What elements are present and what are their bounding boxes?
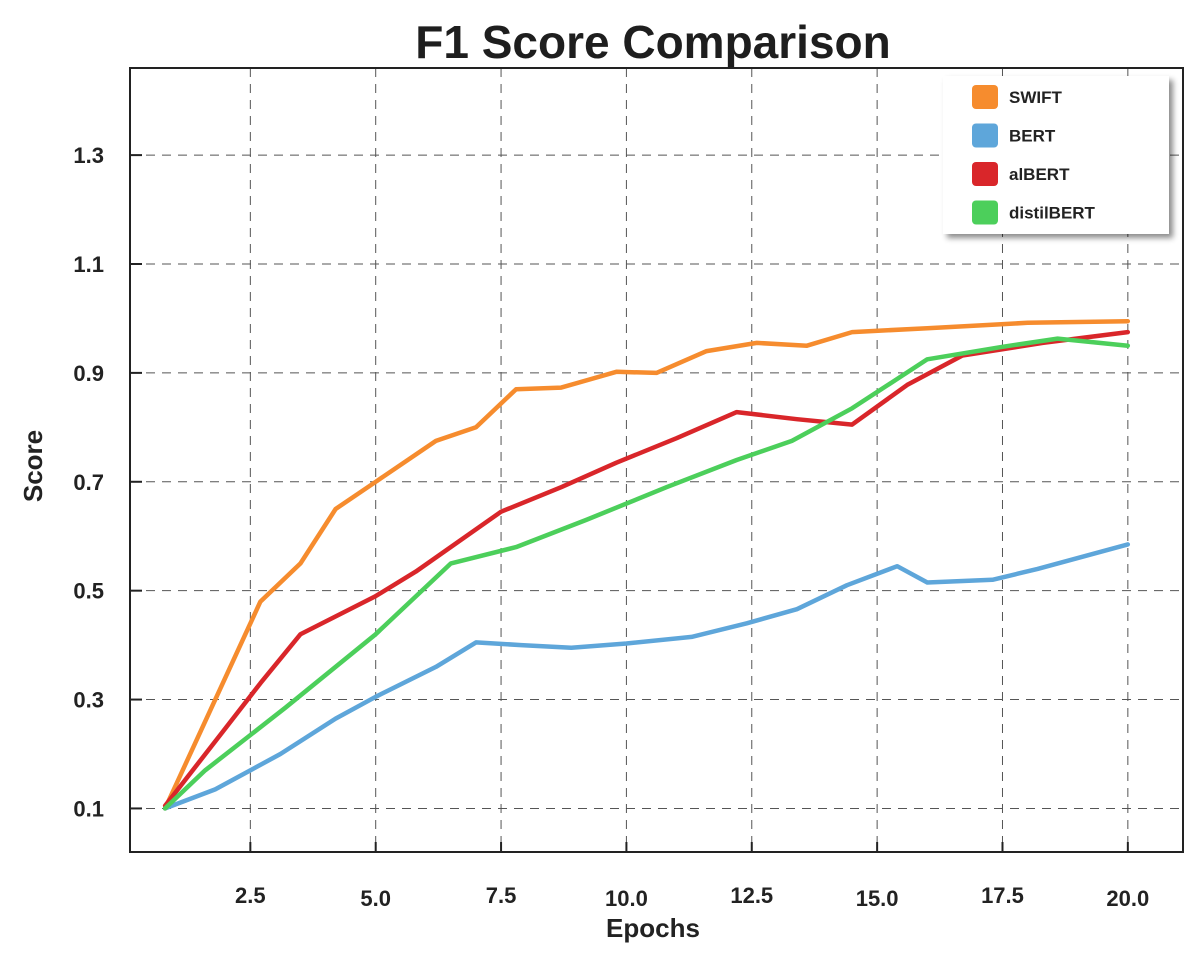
series-line-distilbert <box>162 336 1131 811</box>
legend-swatch-albert <box>972 162 998 186</box>
x-tick-label: 7.5 <box>486 883 517 908</box>
legend-swatch-swift <box>972 85 998 109</box>
y-tick-label: 0.5 <box>73 579 104 604</box>
legend-label-distilbert: distilBERT <box>1009 204 1096 223</box>
legend-swatch-distilbert <box>972 200 998 225</box>
x-tick-label: 20.0 <box>1106 886 1149 911</box>
chart-title: F1 Score Comparison <box>415 16 890 68</box>
x-tick-label: 10.0 <box>605 886 648 911</box>
legend-swatch-bert <box>972 123 998 148</box>
x-tick-label: 17.5 <box>981 883 1024 908</box>
series-line-albert <box>162 329 1131 808</box>
y-tick-label: 1.1 <box>73 252 104 277</box>
x-tick-label: 5.0 <box>360 886 391 911</box>
legend-label-albert: alBERT <box>1009 165 1070 184</box>
x-tick-label: 12.5 <box>730 883 773 908</box>
x-tick-label: 2.5 <box>235 883 266 908</box>
y-tick-label: 0.9 <box>73 361 104 386</box>
y-tick-label: 1.3 <box>73 143 104 168</box>
legend: SWIFT BERT alBERT distilBERT <box>943 76 1169 234</box>
legend-label-bert: BERT <box>1009 127 1056 146</box>
series-lines <box>162 318 1131 811</box>
axis-ticks: 2.5 5.0 7.5 10.0 12.5 15.0 17.5 20.0 0.1 0.3 0.5 0.… <box>73 143 1149 911</box>
y-tick-label: 0.3 <box>73 688 104 713</box>
series-line-bert <box>162 542 1131 811</box>
x-tick-label: 15.0 <box>856 886 899 911</box>
legend-label-swift: SWIFT <box>1009 88 1062 107</box>
series-line-swift <box>162 318 1131 811</box>
y-tick-label: 0.1 <box>73 796 104 821</box>
y-axis-label: Score <box>18 430 48 502</box>
y-tick-label: 0.7 <box>73 470 104 495</box>
x-axis-label: Epochs <box>606 913 700 943</box>
plot-frame <box>129 67 1184 853</box>
